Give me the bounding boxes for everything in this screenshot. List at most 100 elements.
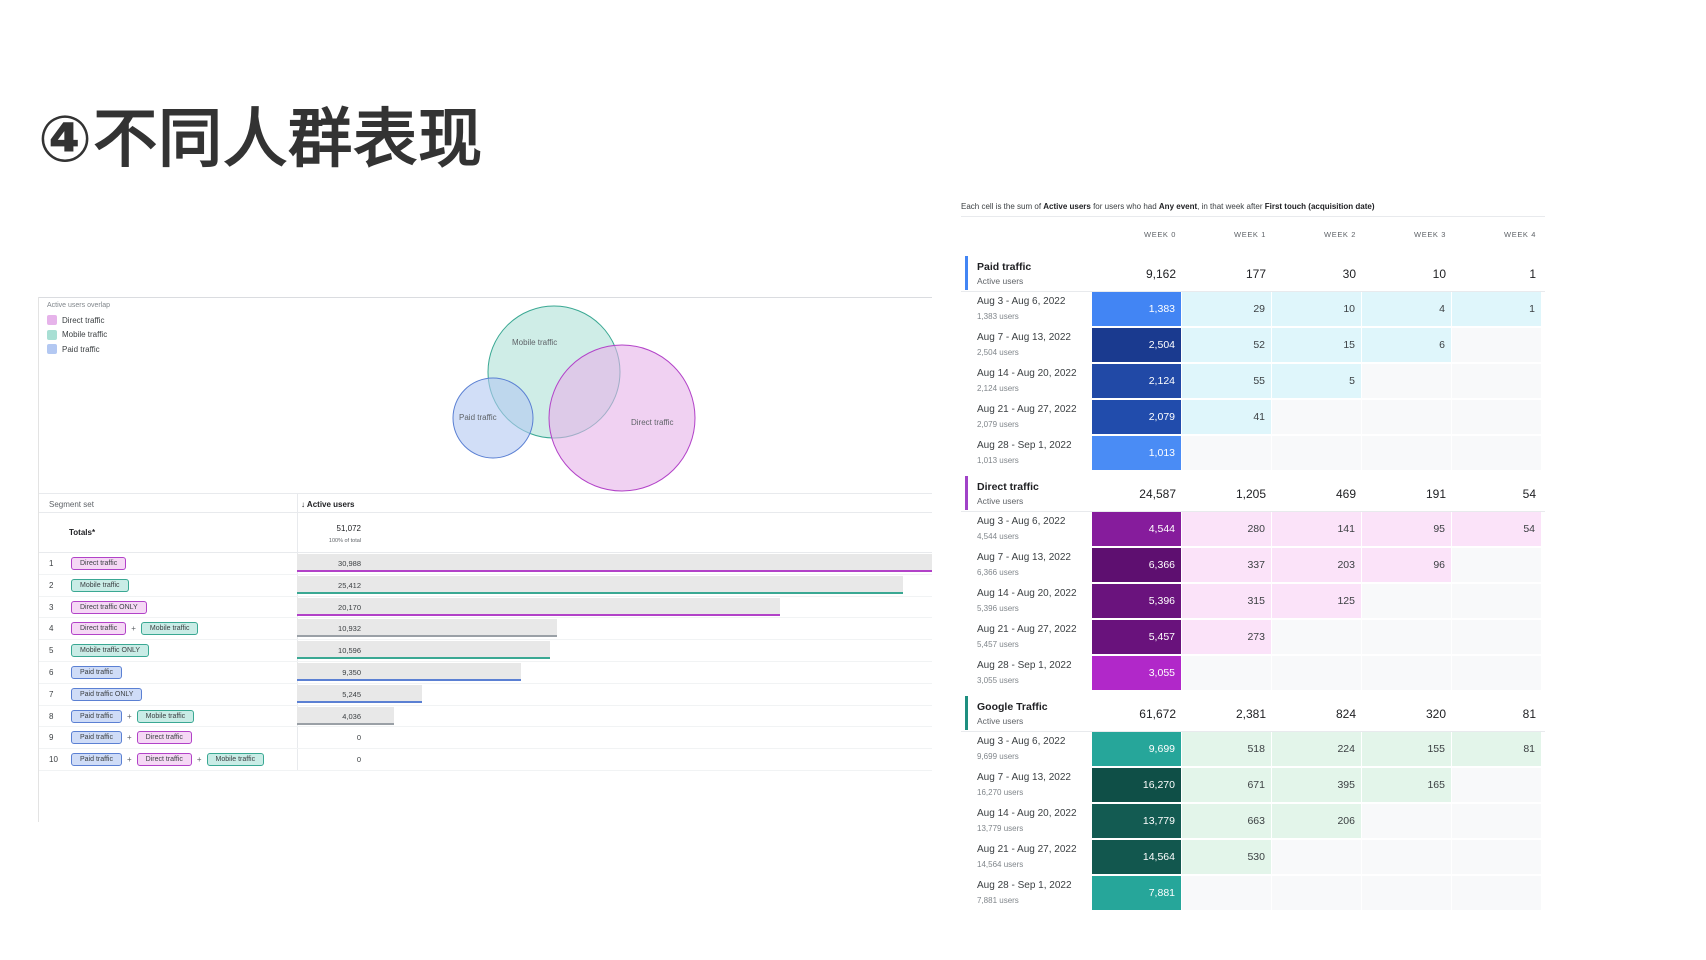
cohort-cell[interactable]: 41 (1182, 400, 1271, 434)
cohort-cell[interactable]: 5 (1272, 364, 1361, 398)
col-header-segment[interactable]: Segment set (49, 500, 94, 509)
cohort-cell[interactable]: 2,079 (1092, 400, 1181, 434)
cohort-row[interactable]: Aug 28 - Sep 1, 2022 7,881 users 7,881 (961, 876, 1545, 912)
cohort-row[interactable]: Aug 21 - Aug 27, 2022 5,457 users 5,457 273 (961, 620, 1545, 656)
cohort-cell[interactable]: 395 (1272, 768, 1361, 802)
cohort-cell[interactable]: 4 (1362, 292, 1451, 326)
cohort-cell[interactable]: 10 (1272, 292, 1361, 326)
cohort-row[interactable]: Aug 7 - Aug 13, 2022 2,504 users 2,504 52 15… (961, 328, 1545, 364)
cohort-cell[interactable]: 141 (1272, 512, 1361, 546)
legend-item[interactable]: Paid traffic (47, 342, 107, 357)
cohort-row[interactable]: Aug 7 - Aug 13, 2022 16,270 users 16,270 67… (961, 768, 1545, 804)
table-row[interactable]: 4 Direct traffic + Mobile traffic 10,932 (39, 618, 932, 641)
segment-chip[interactable]: Paid traffic (71, 665, 122, 679)
group-header[interactable]: Paid traffic Active users 9,162 177 30 10 1 (961, 254, 1545, 292)
table-row[interactable]: 7 Paid traffic ONLY 5,245 (39, 683, 932, 706)
cohort-cell[interactable]: 1,013 (1092, 436, 1181, 470)
venn-diagram[interactable]: Mobile traffic Paid traffic Direct traff… (399, 305, 719, 492)
cohort-row[interactable]: Aug 28 - Sep 1, 2022 3,055 users 3,055 (961, 656, 1545, 692)
segment-chip[interactable]: Direct traffic (136, 753, 192, 767)
segment-chip[interactable]: Paid traffic ONLY (71, 687, 143, 701)
week-header[interactable]: WEEK 3 (1414, 230, 1446, 239)
cohort-cell[interactable]: 125 (1272, 584, 1361, 618)
cohort-cell[interactable]: 7,881 (1092, 876, 1181, 910)
week-header[interactable]: WEEK 1 (1234, 230, 1266, 239)
cohort-cell[interactable]: 5,457 (1092, 620, 1181, 654)
cohort-cell[interactable]: 280 (1182, 512, 1271, 546)
venn-circle-paid[interactable] (452, 377, 534, 459)
segment-chip[interactable]: Direct traffic (71, 557, 127, 570)
cohort-cell[interactable]: 203 (1272, 548, 1361, 582)
cohort-cell[interactable]: 16,270 (1092, 768, 1181, 802)
group-header[interactable]: Direct traffic Active users 24,587 1,205 469… (961, 474, 1545, 512)
segment-chip[interactable]: Mobile traffic (136, 709, 195, 723)
week-header[interactable]: WEEK 4 (1504, 230, 1536, 239)
cohort-cell[interactable]: 315 (1182, 584, 1271, 618)
week-header[interactable]: WEEK 0 (1144, 230, 1176, 239)
cohort-cell[interactable]: 1,383 (1092, 292, 1181, 326)
table-row[interactable]: 9 Paid traffic + Direct traffic 0 (39, 727, 932, 750)
cohort-cell[interactable]: 663 (1182, 804, 1271, 838)
cohort-cell[interactable]: 2,124 (1092, 364, 1181, 398)
cohort-cell[interactable]: 273 (1182, 620, 1271, 654)
cohort-row[interactable]: Aug 21 - Aug 27, 2022 14,564 users 14,564 5… (961, 840, 1545, 876)
cohort-cell[interactable]: 671 (1182, 768, 1271, 802)
cohort-cell[interactable]: 29 (1182, 292, 1271, 326)
cohort-cell[interactable]: 530 (1182, 840, 1271, 874)
cohort-cell[interactable]: 9,699 (1092, 732, 1181, 766)
cohort-cell[interactable]: 165 (1362, 768, 1451, 802)
table-row[interactable]: 8 Paid traffic + Mobile traffic 4,036 (39, 705, 932, 728)
segment-chip[interactable]: Paid traffic (71, 731, 122, 745)
table-row[interactable]: 2 Mobile traffic 25,412 (39, 574, 932, 597)
cohort-cell[interactable]: 5,396 (1092, 584, 1181, 618)
cohort-cell[interactable]: 96 (1362, 548, 1451, 582)
cohort-cell[interactable]: 55 (1182, 364, 1271, 398)
cohort-cell[interactable]: 206 (1272, 804, 1361, 838)
segment-chip[interactable]: Direct traffic (71, 622, 127, 636)
segment-chip[interactable]: Mobile traffic (140, 622, 199, 636)
segment-chip[interactable]: Direct traffic ONLY (71, 600, 147, 614)
segment-chip[interactable]: Mobile traffic ONLY (71, 644, 150, 658)
cohort-cell[interactable]: 518 (1182, 732, 1271, 766)
cohort-cell[interactable]: 95 (1362, 512, 1451, 546)
cohort-cell[interactable]: 52 (1182, 328, 1271, 362)
cohort-cell[interactable]: 337 (1182, 548, 1271, 582)
venn-circle-direct[interactable] (548, 344, 696, 492)
cohort-cell[interactable]: 13,779 (1092, 804, 1181, 838)
segment-chip[interactable]: Mobile traffic (71, 578, 129, 592)
cohort-cell[interactable]: 54 (1452, 512, 1541, 546)
segment-chip[interactable]: Direct traffic (136, 731, 192, 745)
cohort-cell[interactable]: 1 (1452, 292, 1541, 326)
cohort-cell[interactable]: 81 (1452, 732, 1541, 766)
cohort-cell[interactable]: 15 (1272, 328, 1361, 362)
week-header[interactable]: WEEK 2 (1324, 230, 1356, 239)
table-row[interactable]: 1 Direct traffic 30,988 (39, 553, 932, 575)
legend-item[interactable]: Mobile traffic (47, 328, 107, 343)
cohort-cell[interactable]: 14,564 (1092, 840, 1181, 874)
cohort-row[interactable]: Aug 21 - Aug 27, 2022 2,079 users 2,079 41 (961, 400, 1545, 436)
table-row[interactable]: 3 Direct traffic ONLY 20,170 (39, 596, 932, 619)
cohort-cell[interactable]: 155 (1362, 732, 1451, 766)
cohort-cell[interactable]: 4,544 (1092, 512, 1181, 546)
cohort-cell[interactable]: 3,055 (1092, 656, 1181, 690)
cohort-row[interactable]: Aug 14 - Aug 20, 2022 13,779 users 13,779 6… (961, 804, 1545, 840)
cohort-row[interactable]: Aug 3 - Aug 6, 2022 1,383 users 1,383 29 10 4… (961, 292, 1545, 328)
cohort-row[interactable]: Aug 28 - Sep 1, 2022 1,013 users 1,013 (961, 436, 1545, 472)
cohort-cell[interactable]: 6 (1362, 328, 1451, 362)
cohort-row[interactable]: Aug 7 - Aug 13, 2022 6,366 users 6,366 337 2… (961, 548, 1545, 584)
group-header[interactable]: Google Traffic Active users 61,672 2,381 824… (961, 694, 1545, 732)
cohort-cell[interactable]: 6,366 (1092, 548, 1181, 582)
table-row[interactable]: 6 Paid traffic 9,350 (39, 661, 932, 684)
cohort-cell[interactable]: 2,504 (1092, 328, 1181, 362)
cohort-row[interactable]: Aug 14 - Aug 20, 2022 2,124 users 2,124 55 5 (961, 364, 1545, 400)
segment-chip[interactable]: Mobile traffic (206, 753, 265, 767)
table-row[interactable]: 5 Mobile traffic ONLY 10,596 (39, 640, 932, 662)
segment-chip[interactable]: Paid traffic (71, 709, 122, 723)
segment-chip[interactable]: Paid traffic (71, 753, 122, 767)
cohort-row[interactable]: Aug 3 - Aug 6, 2022 9,699 users 9,699 518 22… (961, 732, 1545, 768)
cohort-row[interactable]: Aug 3 - Aug 6, 2022 4,544 users 4,544 280 14… (961, 512, 1545, 548)
table-row[interactable]: 10 Paid traffic + Direct traffic + Mobile tra… (39, 749, 932, 771)
cohort-row[interactable]: Aug 14 - Aug 20, 2022 5,396 users 5,396 315… (961, 584, 1545, 620)
col-header-active-users[interactable]: ↓ Active users (301, 500, 355, 509)
cohort-cell[interactable]: 224 (1272, 732, 1361, 766)
